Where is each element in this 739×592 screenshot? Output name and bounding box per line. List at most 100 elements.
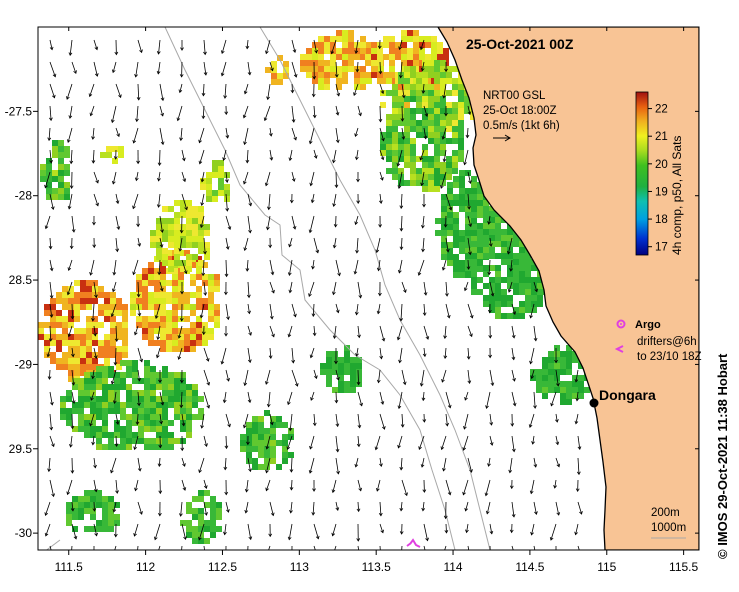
sst-pixel	[68, 316, 74, 322]
current-arrow	[511, 545, 514, 550]
sst-pixel	[453, 266, 459, 272]
current-arrow	[49, 369, 51, 380]
current-arrow-head	[133, 533, 137, 537]
sst-pixel	[276, 464, 282, 470]
sst-pixel	[447, 254, 453, 260]
current-arrow-head	[198, 469, 202, 474]
current-arrow-head	[115, 200, 120, 205]
current-arrow	[467, 193, 470, 210]
current-arrow-head	[506, 250, 511, 255]
drifters-label-2: to 23/10 18Z	[637, 351, 702, 363]
sst-pixel	[40, 170, 46, 176]
sst-pixel	[536, 369, 542, 375]
sst-pixel	[422, 108, 428, 114]
current-arrow-head	[334, 74, 339, 78]
current-arrow	[357, 391, 363, 406]
current-arrow-head	[44, 532, 49, 537]
current-arrow	[180, 127, 183, 141]
sst-pixel	[282, 422, 288, 428]
current-legend-line1: NRT00 GSL	[483, 90, 546, 102]
sst-pixel	[198, 408, 204, 414]
sst-pixel	[132, 432, 138, 438]
current-arrow-head	[158, 490, 163, 495]
sst-pixel	[108, 432, 114, 438]
current-arrow	[71, 545, 73, 550]
sst-pixel	[96, 366, 102, 372]
sst-pixel	[126, 402, 132, 408]
sst-pixel	[52, 188, 58, 194]
sst-pixel	[246, 434, 252, 440]
sst-pixel	[166, 250, 172, 256]
sst-pixel	[410, 150, 416, 156]
sst-pixel	[477, 247, 483, 253]
sst-pixel	[530, 375, 536, 381]
sst-pixel	[114, 390, 120, 396]
current-arrow	[397, 149, 403, 167]
x-tick-label: 113	[290, 560, 309, 574]
sst-pixel	[180, 242, 186, 248]
sst-pixel	[434, 144, 440, 150]
current-arrow	[401, 413, 404, 428]
sst-pixel	[78, 396, 84, 402]
current-arrow-head	[51, 493, 55, 498]
sst-pixel	[410, 66, 416, 72]
sst-pixel	[92, 292, 98, 298]
sst-pixel	[172, 334, 178, 340]
sst-pixel	[162, 444, 168, 450]
sst-pixel	[386, 144, 392, 150]
sst-pixel	[86, 280, 92, 286]
current-arrow-head	[330, 50, 335, 55]
current-arrow	[379, 149, 384, 160]
current-arrow-head	[462, 447, 467, 451]
current-arrow-head	[484, 492, 489, 497]
sst-pixel	[212, 172, 218, 178]
sst-pixel	[46, 194, 52, 200]
current-arrow-head	[417, 272, 422, 276]
current-arrow-head	[69, 245, 74, 250]
current-arrow	[400, 501, 403, 511]
sst-pixel	[144, 360, 150, 366]
sst-pixel	[92, 316, 98, 322]
sst-pixel	[160, 334, 166, 340]
sst-pixel	[446, 72, 452, 78]
current-arrow-head	[419, 383, 424, 387]
sst-pixel	[198, 206, 204, 212]
sst-pixel	[184, 316, 190, 322]
sst-pixel	[108, 502, 114, 508]
sst-pixel	[150, 444, 156, 450]
current-arrow	[467, 347, 470, 359]
sst-pixel	[202, 280, 208, 286]
sst-pixel	[342, 30, 348, 36]
sst-pixel	[166, 346, 172, 352]
sst-pixel	[126, 372, 132, 378]
sst-pixel	[98, 322, 104, 328]
current-arrow-head	[380, 156, 385, 161]
sst-pixel	[252, 464, 258, 470]
sst-pixel	[410, 120, 416, 126]
sst-pixel	[330, 36, 336, 42]
current-arrow-head	[508, 469, 513, 474]
current-arrow-head	[441, 267, 446, 271]
sst-pixel	[453, 230, 459, 236]
sst-pixel	[459, 176, 465, 182]
sst-pixel	[383, 42, 389, 48]
current-arrow-head	[487, 271, 492, 276]
current-arrow	[530, 303, 535, 318]
current-arrow-head	[269, 421, 274, 426]
sst-pixel	[44, 340, 50, 346]
sst-pixel	[180, 230, 186, 236]
sst-pixel	[116, 322, 122, 328]
current-arrow-head	[556, 382, 560, 387]
current-arrow	[555, 457, 560, 467]
current-arrow-head	[421, 90, 426, 94]
sst-pixel	[162, 372, 168, 378]
sst-pixel	[216, 526, 222, 532]
sst-pixel	[190, 292, 196, 298]
y-tick-label: -27.5	[5, 104, 33, 118]
sst-pixel	[168, 372, 174, 378]
current-arrow	[423, 105, 428, 117]
current-arrow-head	[419, 46, 424, 51]
sst-pixel	[344, 369, 350, 375]
sst-pixel	[513, 241, 519, 247]
sst-pixel	[198, 508, 204, 514]
